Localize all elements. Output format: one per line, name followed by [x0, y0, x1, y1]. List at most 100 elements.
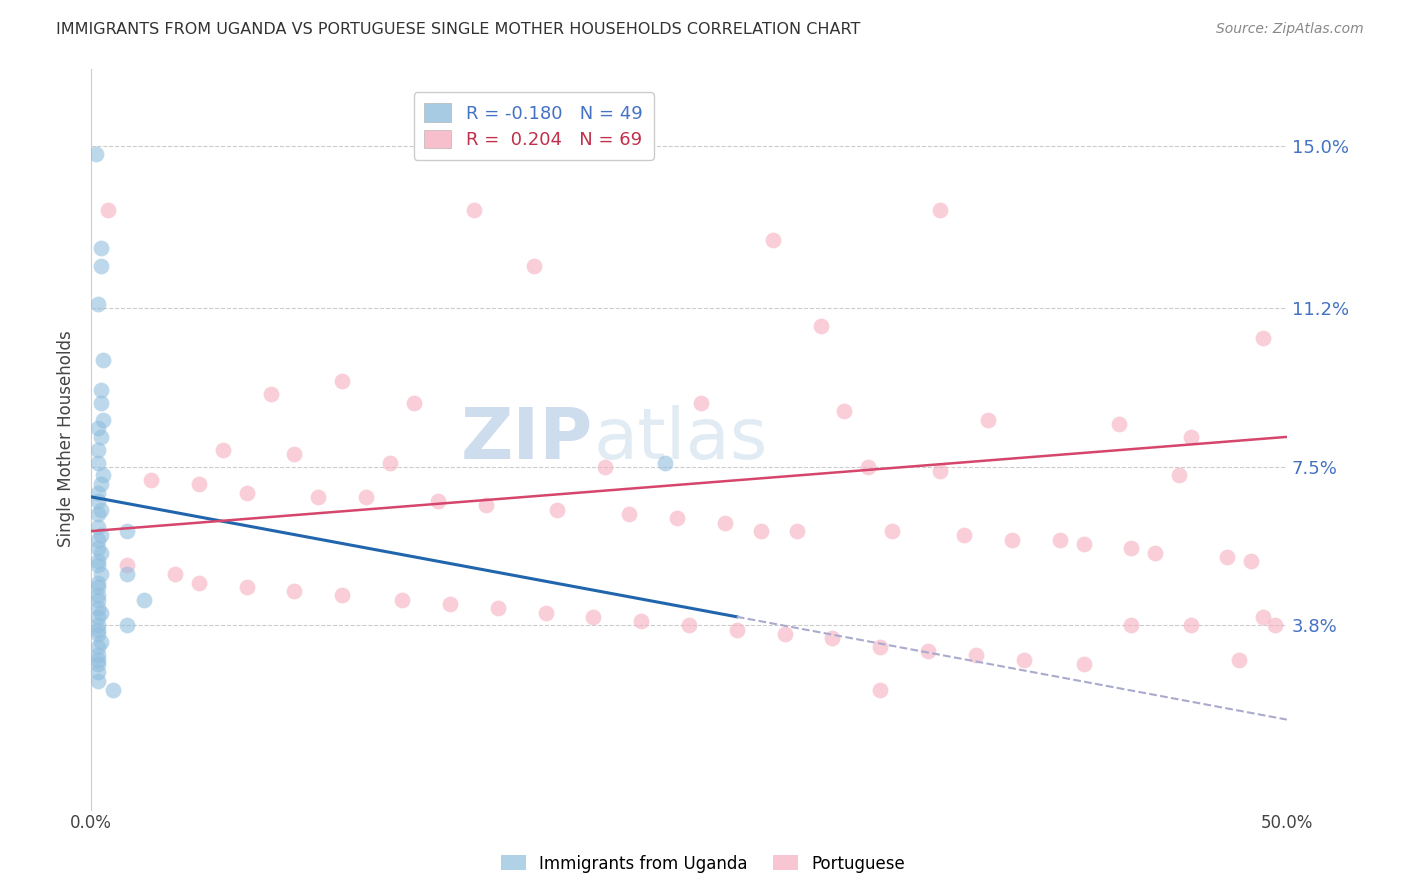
Point [87, 588, 110, 602]
Point [115, 566, 138, 581]
Point [522, 259, 544, 273]
Point [97, 202, 120, 217]
Point [139, 473, 162, 487]
Point [582, 609, 605, 624]
Point [1180, 618, 1202, 632]
Point [773, 627, 796, 641]
Point [666, 511, 689, 525]
Point [115, 618, 138, 632]
Point [929, 464, 952, 478]
Point [354, 490, 377, 504]
Point [1012, 652, 1035, 666]
Point [1108, 417, 1130, 431]
Point [307, 490, 329, 504]
Point [87, 640, 110, 654]
Point [1251, 609, 1274, 624]
Point [87, 485, 110, 500]
Point [90, 241, 112, 255]
Point [101, 682, 124, 697]
Point [91, 352, 114, 367]
Point [87, 421, 110, 435]
Point [211, 442, 233, 457]
Point [929, 202, 952, 217]
Point [87, 648, 110, 663]
Point [90, 606, 112, 620]
Point [1251, 331, 1274, 345]
Point [235, 580, 257, 594]
Point [402, 395, 425, 409]
Point [486, 601, 509, 615]
Point [869, 640, 891, 654]
Point [90, 635, 112, 649]
Point [391, 592, 413, 607]
Point [546, 502, 568, 516]
Point [869, 682, 891, 697]
Point [595, 459, 617, 474]
Point [87, 541, 110, 556]
Point [1168, 468, 1191, 483]
Point [786, 524, 808, 538]
Point [1073, 537, 1095, 551]
Point [953, 528, 976, 542]
Point [87, 673, 110, 688]
Point [87, 623, 110, 637]
Point [725, 623, 748, 637]
Point [90, 383, 112, 397]
Point [87, 442, 110, 457]
Point [283, 584, 305, 599]
Point [882, 524, 904, 538]
Point [762, 233, 785, 247]
Text: Source: ZipAtlas.com: Source: ZipAtlas.com [1216, 22, 1364, 37]
Point [87, 575, 110, 590]
Point [87, 297, 110, 311]
Point [1180, 430, 1202, 444]
Point [630, 614, 652, 628]
Point [1240, 554, 1263, 568]
Point [439, 597, 461, 611]
Point [654, 456, 676, 470]
Point [87, 456, 110, 470]
Point [87, 558, 110, 573]
Point [90, 430, 112, 444]
Point [1073, 657, 1095, 671]
Point [91, 413, 114, 427]
Point [534, 606, 557, 620]
Point [1049, 533, 1071, 547]
Point [90, 502, 112, 516]
Text: atlas: atlas [593, 405, 768, 474]
Point [1001, 533, 1024, 547]
Point [917, 644, 939, 658]
Point [91, 468, 114, 483]
Point [87, 652, 110, 666]
Point [1264, 618, 1286, 632]
Point [90, 566, 112, 581]
Text: ZIP: ZIP [461, 405, 593, 474]
Point [690, 395, 713, 409]
Point [1121, 618, 1143, 632]
Point [87, 601, 110, 615]
Point [378, 456, 401, 470]
Legend: Immigrants from Uganda, Portuguese: Immigrants from Uganda, Portuguese [495, 848, 911, 880]
Point [463, 202, 485, 217]
Text: IMMIGRANTS FROM UGANDA VS PORTUGUESE SINGLE MOTHER HOUSEHOLDS CORRELATION CHART: IMMIGRANTS FROM UGANDA VS PORTUGUESE SIN… [56, 22, 860, 37]
Point [87, 580, 110, 594]
Point [810, 318, 832, 333]
Point [259, 387, 281, 401]
Point [87, 618, 110, 632]
Point [90, 545, 112, 559]
Point [330, 588, 353, 602]
Point [330, 374, 353, 388]
Legend: R = -0.180   N = 49, R =  0.204   N = 69: R = -0.180 N = 49, R = 0.204 N = 69 [413, 93, 654, 160]
Point [619, 507, 641, 521]
Point [426, 494, 449, 508]
Point [87, 494, 110, 508]
Point [87, 533, 110, 547]
Point [87, 592, 110, 607]
Point [235, 485, 257, 500]
Point [821, 631, 844, 645]
Point [84, 147, 107, 161]
Point [90, 395, 112, 409]
Point [115, 558, 138, 573]
Point [163, 566, 186, 581]
Y-axis label: Single Mother Households: Single Mother Households [58, 331, 75, 548]
